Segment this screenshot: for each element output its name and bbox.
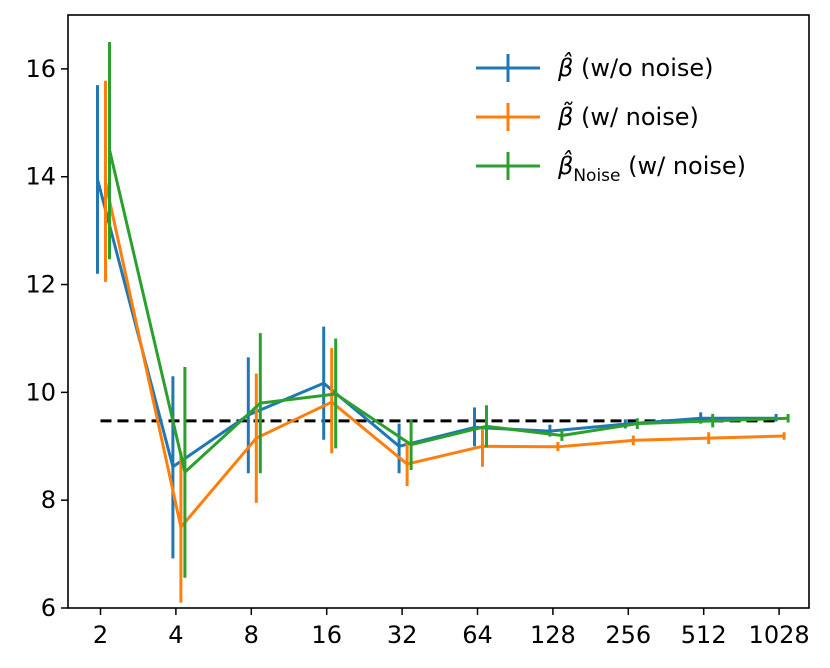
data-point	[183, 470, 187, 474]
data-point	[405, 462, 409, 466]
data-point	[560, 433, 564, 437]
series-layer	[96, 41, 790, 603]
legend-label: β̂ (w/o noise)	[557, 52, 714, 82]
x-tick-label: 16	[311, 621, 342, 649]
y-tick-label: 14	[25, 163, 56, 191]
data-point	[699, 416, 703, 420]
y-tick-label: 6	[41, 594, 56, 622]
data-point	[108, 148, 111, 152]
axes-layer: 2 4 8 16 32 64 128 256 512 1028 6 8 10 12 14 16	[25, 55, 809, 649]
data-point	[334, 392, 338, 396]
data-point	[254, 436, 258, 440]
x-tick-label: 128	[530, 621, 576, 649]
series-2	[104, 80, 786, 603]
legend-item-3: β̂Noise (w/ noise)	[476, 150, 746, 186]
x-tick-label: 8	[244, 621, 259, 649]
data-point	[330, 400, 334, 404]
data-point	[397, 444, 401, 448]
legend-subscript: Noise	[573, 166, 620, 186]
legend: β̂ (w/o noise)β̃ (w/ noise)β̂Noise (w/ n…	[476, 52, 746, 186]
data-point	[104, 180, 107, 184]
series-line	[108, 149, 789, 474]
data-point	[635, 422, 639, 426]
legend-label: β̃ (w/ noise)	[557, 101, 699, 131]
y-tick-label: 16	[25, 55, 56, 83]
series-line	[96, 179, 777, 469]
data-point	[556, 445, 560, 449]
y-tick-label: 10	[25, 378, 56, 406]
x-tick-label: 512	[681, 621, 727, 649]
legend-symbol: β̃	[557, 101, 573, 131]
data-point	[96, 177, 99, 181]
data-point	[786, 416, 790, 420]
data-point	[631, 438, 635, 442]
x-tick-label: 1028	[749, 621, 810, 649]
x-tick-label: 64	[462, 621, 493, 649]
data-point	[707, 436, 711, 440]
legend-desc: (w/ noise)	[573, 103, 699, 131]
y-tick-label: 8	[41, 486, 56, 514]
data-point	[258, 401, 262, 405]
data-point	[782, 434, 786, 438]
x-tick-label: 4	[168, 621, 183, 649]
legend-label: β̂Noise (w/ noise)	[557, 150, 746, 186]
plot-frame	[67, 14, 810, 609]
data-point	[481, 444, 484, 448]
y-tick-label: 12	[25, 271, 56, 299]
data-point	[409, 443, 413, 447]
legend-desc: (w/o noise)	[573, 54, 713, 82]
series-3	[108, 41, 790, 578]
data-point	[485, 424, 488, 428]
x-tick-label: 32	[387, 621, 418, 649]
data-point	[322, 381, 326, 385]
data-point	[171, 465, 175, 469]
data-point	[179, 525, 183, 529]
data-point	[548, 429, 552, 433]
legend-item-1: β̂ (w/o noise)	[476, 52, 714, 82]
legend-symbol: β̂	[557, 150, 573, 180]
x-tick-label: 2	[93, 621, 108, 649]
x-tick-label: 256	[605, 621, 651, 649]
data-point	[711, 419, 715, 423]
legend-desc: (w/ noise)	[621, 152, 747, 180]
series-line	[104, 181, 785, 529]
legend-symbol: β̂	[557, 52, 573, 82]
legend-item-2: β̃ (w/ noise)	[476, 101, 699, 131]
